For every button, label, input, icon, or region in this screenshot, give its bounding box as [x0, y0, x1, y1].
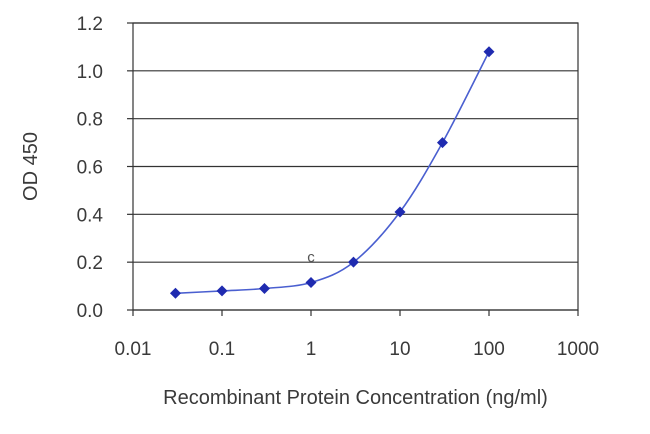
data-markers [169, 46, 495, 299]
data-point-marker [305, 276, 317, 288]
y-tick-label: 0.0 [77, 301, 103, 322]
x-tick-label: 1000 [557, 339, 599, 360]
x-axis-label: Recombinant Protein Concentration (ng/ml… [163, 387, 548, 409]
x-tick-label: 1 [306, 339, 317, 360]
x-tick-labels: 0.01 0.1 1 10 100 1000 [115, 310, 599, 360]
data-point-marker [394, 206, 406, 218]
y-tick-label: 1.0 [77, 62, 103, 83]
y-tick-label: 1.2 [77, 14, 103, 35]
y-tick-label: 0.8 [77, 110, 103, 131]
data-point-marker [483, 46, 495, 58]
data-point-marker [258, 282, 270, 294]
data-point-marker [436, 137, 448, 149]
x-tick-label: 100 [473, 339, 505, 360]
y-tick-label: 0.2 [77, 253, 103, 274]
y-tick-label: 0.6 [77, 158, 103, 179]
x-tick-label: 0.01 [115, 339, 152, 360]
data-point-marker [216, 285, 228, 297]
y-tick-labels: 0.0 0.2 0.4 0.6 0.8 1.0 1.2 [77, 14, 133, 322]
x-tick-label: 10 [389, 339, 410, 360]
annotation-label: c [307, 249, 315, 266]
data-point-marker [169, 287, 181, 299]
gridlines [133, 22, 578, 311]
data-point-marker [347, 256, 359, 268]
x-tick-label: 0.1 [209, 339, 235, 360]
y-tick-label: 0.4 [77, 205, 104, 226]
y-axis-label: OD 450 [20, 132, 42, 201]
